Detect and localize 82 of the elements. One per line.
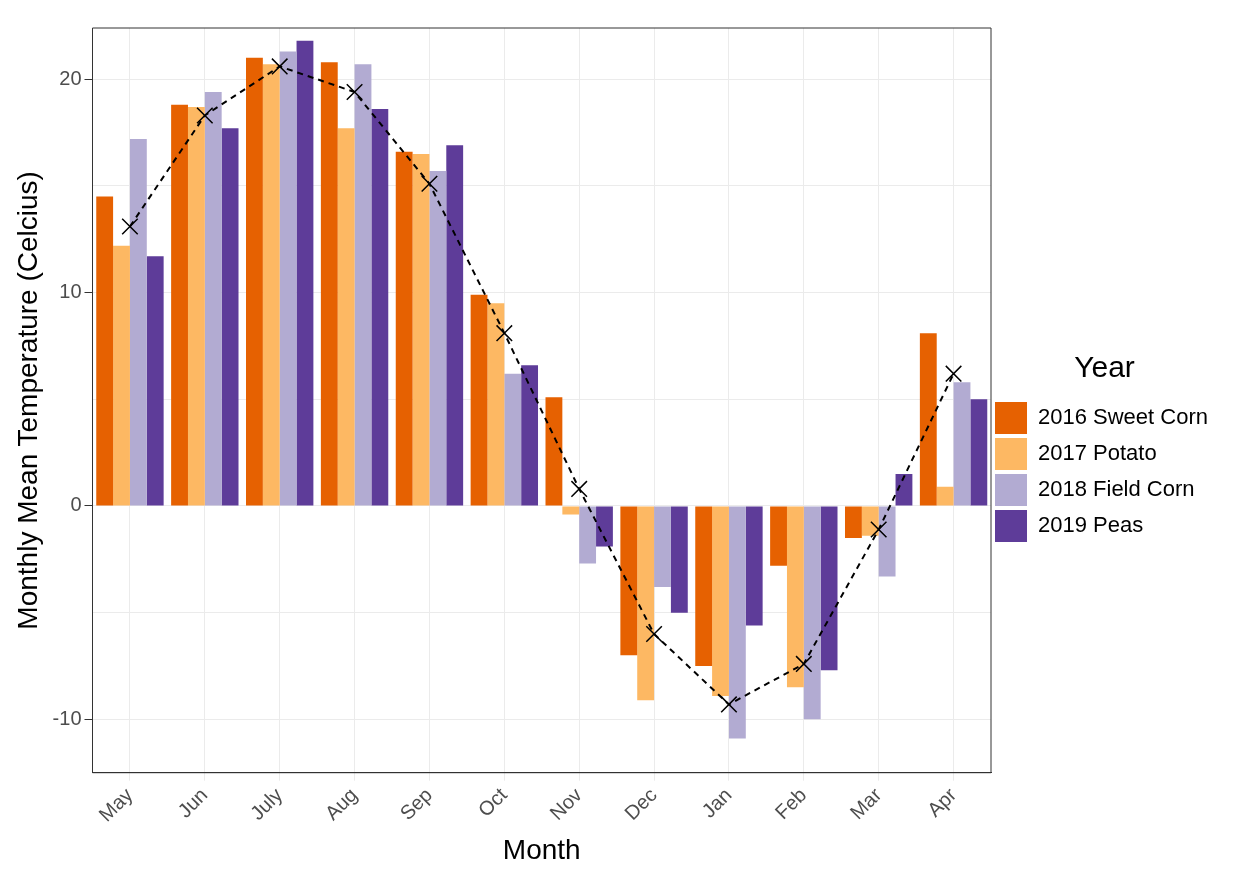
- bar: [337, 128, 355, 506]
- legend-label: 2017 Potato: [1038, 440, 1157, 466]
- point: [795, 655, 813, 673]
- bar: [861, 506, 879, 536]
- point: [870, 520, 888, 538]
- point: [645, 625, 663, 643]
- bar: [695, 506, 713, 667]
- bar: [429, 170, 447, 506]
- bar: [96, 196, 114, 506]
- bar: [296, 40, 314, 506]
- bar: [579, 506, 597, 564]
- bar: [670, 506, 688, 613]
- bar: [745, 506, 763, 626]
- bar: [129, 138, 147, 506]
- x-tick-label: May: [94, 783, 137, 826]
- legend-label: 2018 Field Corn: [1038, 476, 1195, 502]
- y-tick-label: 20: [59, 66, 82, 89]
- bar: [395, 151, 413, 506]
- bar: [246, 57, 263, 506]
- bar: [545, 397, 563, 506]
- bar: [878, 506, 896, 577]
- bar: [221, 128, 239, 506]
- x-tick-label: Jan: [697, 783, 736, 822]
- bar: [970, 399, 988, 506]
- bar: [187, 106, 205, 506]
- bar: [770, 506, 787, 566]
- bar: [204, 92, 222, 506]
- bar: [620, 506, 638, 656]
- x-axis-title: Month: [502, 833, 581, 865]
- bar: [728, 506, 746, 739]
- bar: [521, 365, 539, 506]
- x-tick-label: Sep: [395, 783, 437, 825]
- x-tick-label: Nov: [545, 783, 586, 825]
- y-tick-label: -10: [52, 706, 82, 729]
- point: [196, 106, 214, 125]
- y-axis-title: Monthly Mean Temperature (Celcius): [11, 171, 43, 630]
- x-tick-label: Oct: [473, 783, 512, 821]
- x-tick-label: July: [245, 783, 287, 825]
- point: [420, 175, 438, 193]
- y-tick-label: 0: [70, 493, 82, 516]
- x-tick-label: Mar: [845, 783, 886, 824]
- bar: [820, 506, 838, 671]
- bar: [171, 104, 188, 506]
- point: [570, 480, 588, 498]
- bar: [470, 294, 488, 506]
- bar: [919, 333, 937, 506]
- bar: [654, 506, 671, 588]
- x-tick-label: Jun: [173, 783, 212, 822]
- bar: [786, 506, 804, 688]
- point: [945, 365, 963, 383]
- point: [271, 57, 289, 75]
- legend-title: Year: [1074, 350, 1135, 384]
- bar: [320, 62, 338, 506]
- x-tick-label: Aug: [320, 783, 362, 825]
- bar: [712, 506, 729, 696]
- bar: [354, 64, 372, 506]
- x-tick-label: Dec: [620, 783, 661, 825]
- point: [495, 324, 513, 342]
- bar: [845, 506, 862, 538]
- point: [346, 83, 364, 101]
- bar: [146, 256, 164, 506]
- y-tick-label: 10: [59, 280, 82, 303]
- bar: [279, 51, 297, 506]
- bar: [562, 506, 580, 515]
- bar: [262, 64, 280, 506]
- bar: [487, 303, 505, 506]
- bar: [371, 109, 389, 506]
- bar: [637, 506, 655, 701]
- bar: [504, 373, 522, 506]
- bar: [953, 382, 971, 506]
- bar: [113, 245, 130, 506]
- bar: [596, 506, 613, 547]
- bar: [446, 145, 464, 506]
- x-tick-label: Feb: [770, 783, 811, 824]
- point: [121, 217, 139, 235]
- bar: [803, 506, 821, 720]
- bar: [936, 486, 954, 506]
- legend-label: 2019 Peas: [1038, 512, 1144, 538]
- point: [720, 695, 738, 713]
- bar: [412, 153, 430, 506]
- x-tick-label: Apr: [922, 783, 961, 821]
- legend-label: 2016 Sweet Corn: [1038, 404, 1208, 430]
